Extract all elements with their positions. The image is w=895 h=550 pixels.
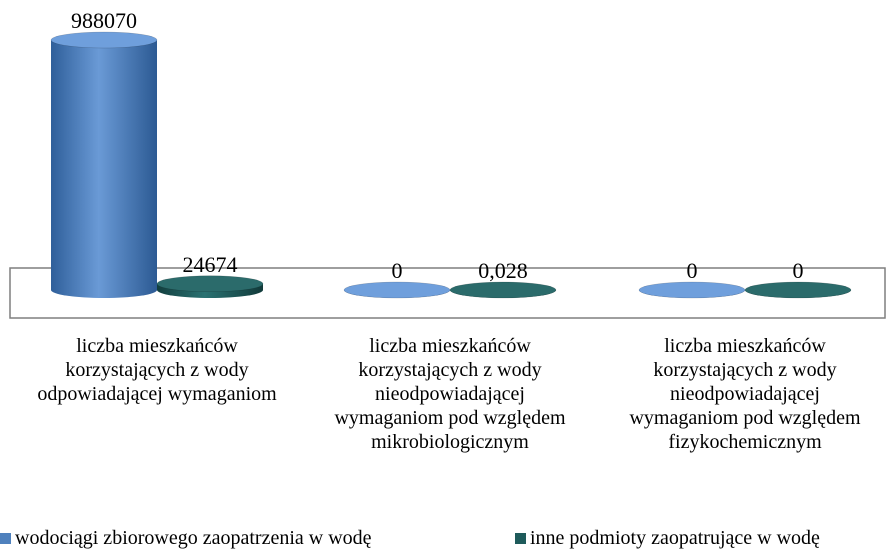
legend-swatch bbox=[515, 533, 526, 544]
value-label: 24674 bbox=[183, 252, 238, 277]
value-label: 0 bbox=[793, 258, 804, 283]
category-label: liczba mieszkańców korzystających z wody… bbox=[37, 335, 277, 405]
category-label: liczba mieszkańców korzystających z wody… bbox=[334, 335, 566, 453]
cylinder bbox=[51, 40, 157, 298]
cylinder-top bbox=[449, 281, 557, 299]
value-label: 0 bbox=[687, 258, 698, 283]
legend-item: wodociągi zbiorowego zaopatrzenia w wodę bbox=[0, 526, 372, 550]
cylinder-top bbox=[50, 31, 158, 49]
value-label: 0 bbox=[392, 258, 403, 283]
legend-item: inne podmioty zaopatrujące w wodę bbox=[515, 526, 820, 550]
cylinder-top bbox=[744, 281, 852, 299]
value-label: 0,028 bbox=[478, 258, 528, 283]
category-label: liczba mieszkańców korzystających z wody… bbox=[629, 335, 861, 453]
legend-swatch bbox=[0, 533, 11, 544]
plot-floor bbox=[9, 267, 886, 319]
cylinder-top bbox=[343, 281, 451, 299]
value-label: 988070 bbox=[71, 8, 137, 33]
cylinder-top bbox=[156, 275, 264, 293]
legend-label: inne podmioty zaopatrujące w wodę bbox=[530, 527, 820, 549]
cylinder-top bbox=[638, 281, 746, 299]
legend-label: wodociągi zbiorowego zaopatrzenia w wodę bbox=[15, 527, 372, 549]
